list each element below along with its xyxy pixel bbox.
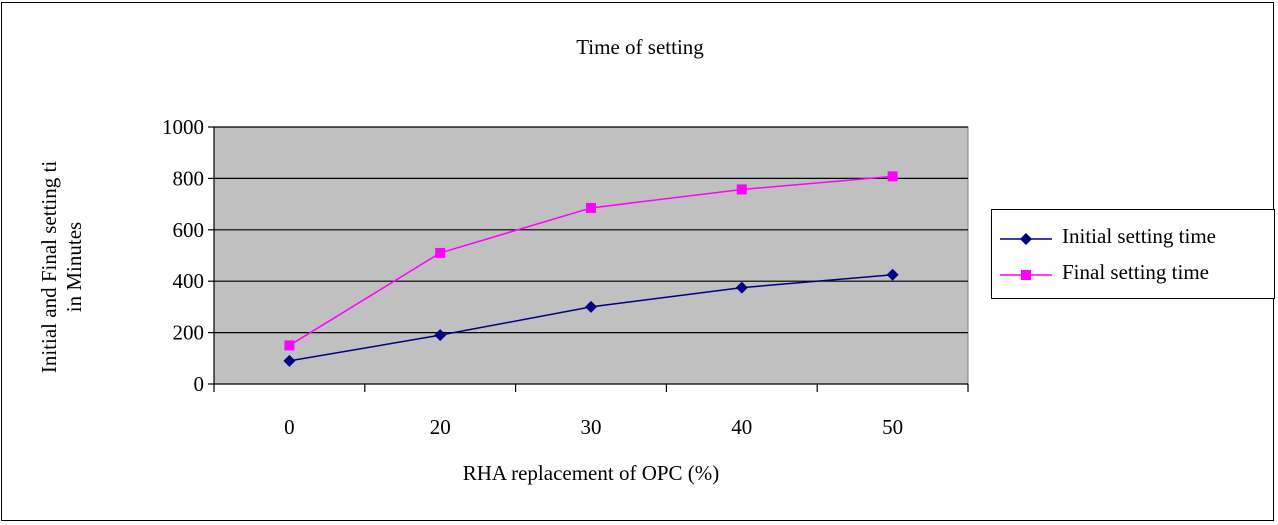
gridlines (214, 126, 968, 334)
y-tick-label: 600 (173, 218, 205, 242)
x-axis-title: RHA replacement of OPC (%) (463, 461, 720, 485)
data-point (585, 300, 597, 313)
series-0 (283, 268, 899, 367)
legend-label-final: Final setting time (1062, 260, 1209, 284)
y-tick-label: 400 (173, 269, 205, 293)
legend-label-initial: Initial setting time (1062, 224, 1216, 248)
x-tick-label: 30 (581, 415, 602, 439)
x-tick-label: 20 (430, 415, 451, 439)
axes (208, 126, 969, 392)
legend-swatch-initial (1000, 233, 1052, 245)
legend-item-final: Final setting time (992, 260, 1272, 290)
data-point (283, 354, 296, 367)
y-tick-label: 0 (194, 372, 205, 396)
y-axis-title-line-2: in Minutes (62, 222, 86, 312)
plot-area (213, 126, 969, 385)
series-layer (283, 171, 899, 367)
tick-labels: 0 200 400 600 800 1000 0 20 30 40 50 (162, 115, 903, 439)
y-tick-label: 200 (173, 321, 205, 345)
y-tick-label: 800 (173, 166, 205, 190)
legend-swatch-final (1000, 270, 1052, 280)
data-point (434, 329, 447, 342)
chart-title: Time of setting (576, 35, 704, 59)
y-axis-title-line-1: Initial and Final setting ti (37, 161, 61, 373)
data-point (284, 340, 295, 351)
data-point (886, 268, 899, 281)
line-chart: 0 200 400 600 800 1000 0 20 30 40 50 Time of setti… (37, 35, 969, 485)
data-point (435, 247, 446, 258)
y-tick-label: 1000 (162, 115, 204, 139)
data-point (735, 281, 748, 294)
x-tick-label: 40 (731, 415, 752, 439)
legend: Initial setting time Final setting time (991, 209, 1275, 299)
x-tick-label: 50 (882, 415, 903, 439)
data-point (887, 171, 898, 182)
data-point (736, 184, 747, 195)
legend-item-initial: Initial setting time (992, 224, 1272, 254)
series-1 (284, 171, 898, 351)
data-point (586, 202, 596, 213)
x-tick-label: 0 (284, 415, 295, 439)
